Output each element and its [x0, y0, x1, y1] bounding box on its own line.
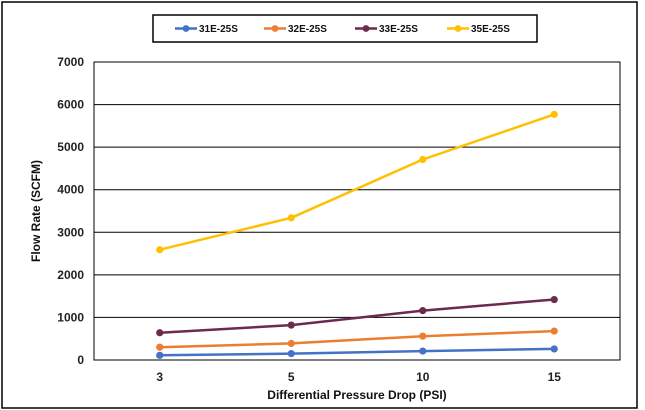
data-point [156, 351, 164, 359]
data-point [156, 343, 164, 351]
data-point [287, 214, 295, 222]
data-point [419, 155, 427, 164]
series-line [159, 347, 555, 357]
legend-label: 31E-25S [199, 24, 238, 35]
series-line [159, 298, 555, 335]
data-point [550, 327, 558, 335]
legend-swatch-marker [454, 25, 462, 32]
y-tick-label: 4000 [57, 183, 84, 197]
data-point [550, 345, 558, 353]
legend-label: 33E-25S [379, 24, 418, 35]
legend: 31E-25S 32E-25S 33E-25S 35E-25S [175, 24, 510, 35]
series-layer [156, 110, 558, 359]
y-tick-label: 5000 [57, 140, 84, 154]
data-point [550, 110, 558, 118]
y-tick-label: 0 [77, 353, 84, 367]
legend-swatch-marker [182, 25, 190, 32]
data-point [550, 295, 558, 304]
plot-area-border [93, 61, 621, 361]
y-tick-label: 7000 [57, 55, 84, 69]
data-point [419, 307, 427, 315]
data-point [156, 246, 164, 254]
legend-label: 35E-25S [471, 24, 510, 35]
data-point [419, 347, 427, 355]
y-axis-ticks: 0 1000 2000 3000 4000 5000 6000 7000 [57, 55, 84, 367]
x-tick-label: 3 [156, 370, 163, 384]
data-point [287, 321, 295, 329]
series-line [159, 329, 555, 349]
legend-label: 32E-25S [288, 24, 327, 35]
legend-swatch-marker [271, 25, 279, 32]
y-axis-title: Flow Rate (SCFM) [29, 160, 43, 262]
legend-box [152, 14, 538, 43]
x-tick-label: 5 [288, 370, 295, 384]
data-point [287, 339, 295, 347]
data-point [419, 332, 427, 340]
legend-swatch-marker [362, 25, 370, 32]
data-point [156, 329, 164, 337]
y-tick-label: 3000 [57, 225, 84, 239]
x-tick-label: 15 [548, 370, 562, 384]
data-point [287, 350, 295, 358]
y-tick-label: 6000 [57, 98, 84, 112]
y-tick-label: 2000 [57, 268, 84, 282]
y-tick-label: 1000 [57, 310, 84, 324]
x-axis-title: Differential Pressure Drop (PSI) [267, 388, 446, 402]
x-axis-ticks: 3 5 10 15 [156, 370, 561, 384]
x-tick-label: 10 [416, 370, 430, 384]
series-line [159, 113, 555, 251]
